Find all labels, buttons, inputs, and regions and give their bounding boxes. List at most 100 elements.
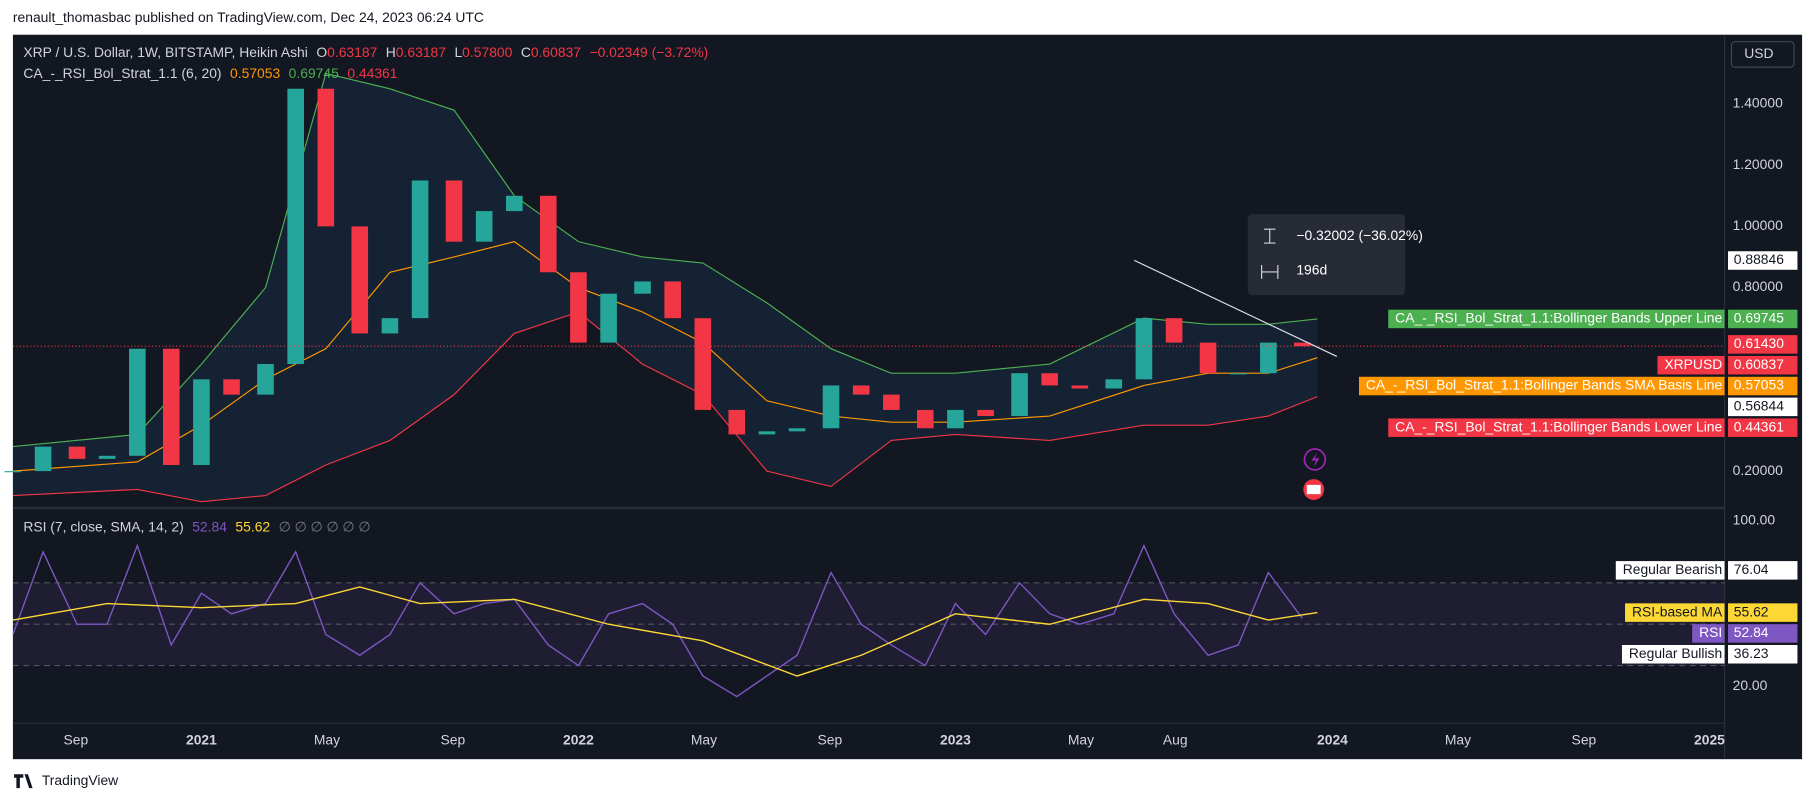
badge-value: 0.88846: [1734, 251, 1784, 267]
candle: [445, 180, 463, 242]
badge-value: 36.23: [1734, 645, 1769, 661]
badge-value: 76.04: [1734, 561, 1769, 577]
indicator-legend: CA_-_RSI_Bol_Strat_1.1 (6, 20) 0.57053 0…: [23, 65, 397, 81]
candle: [223, 379, 240, 395]
y-tick-label: 100.00: [1733, 511, 1776, 527]
event-icon-bolt: [1311, 452, 1320, 468]
rsi-empty-values: ∅ ∅ ∅ ∅ ∅ ∅: [279, 518, 371, 534]
candle: [129, 348, 146, 456]
candle: [570, 272, 587, 343]
measure-duration: 196d: [1296, 261, 1327, 277]
x-tick-label: May: [1445, 731, 1471, 747]
rsi-line: [12, 586, 1318, 677]
price-badge: 0.88846: [1728, 251, 1798, 270]
x-tick-label: Sep: [818, 731, 843, 747]
x-tick-label: 2023: [940, 731, 971, 747]
badge-name-background: [1388, 309, 1725, 329]
candle: [4, 471, 22, 473]
badge-value: 0.57053: [1734, 377, 1784, 393]
band-line: [12, 72, 1318, 448]
y-tick-label: 1.20000: [1733, 156, 1783, 172]
badge-name: CA_-_RSI_Bol_Strat_1.1:Bollinger Bands U…: [1395, 310, 1722, 326]
measure-box: [1247, 214, 1406, 296]
open-label: O: [316, 44, 327, 60]
chart-background: [12, 34, 1803, 760]
price-badge: XRPUSD 0.60837: [1657, 355, 1798, 375]
candle: [34, 446, 52, 472]
low-label: L: [454, 44, 462, 60]
candle: [1199, 342, 1217, 374]
badge-name-background: [1615, 561, 1725, 580]
x-tick-label: 2024: [1317, 731, 1348, 747]
y-tick-label: 0.80000: [1733, 278, 1783, 294]
candle: [193, 379, 210, 465]
badge-value-background: [1728, 644, 1798, 664]
rsi-value: 52.84: [192, 518, 227, 534]
candle: [694, 318, 712, 410]
badge-name: CA_-_RSI_Bol_Strat_1.1:Bollinger Bands S…: [1366, 377, 1723, 393]
rsi-name[interactable]: RSI (7, close, SMA, 14, 2): [23, 518, 183, 534]
currency[interactable]: USD: [1744, 45, 1773, 61]
x-tick-label: May: [314, 731, 340, 747]
candle: [1260, 342, 1277, 374]
open-value: 0.63187: [327, 44, 377, 60]
price-badge: CA_-_RSI_Bol_Strat_1.1:Bollinger Bands S…: [1358, 376, 1798, 396]
badge-name: Regular Bearish: [1623, 561, 1723, 577]
candle: [162, 348, 180, 465]
high-value: 0.63187: [396, 44, 446, 60]
flag-icon: [1306, 484, 1321, 495]
currency-button[interactable]: [1730, 41, 1795, 68]
symbol[interactable]: XRP / U.S. Dollar, 1W, BITSTAMP, Heikin …: [23, 44, 308, 60]
badge-value: 0.56844: [1734, 398, 1784, 414]
price-badge: RSI 52.84: [1692, 624, 1798, 643]
candle: [852, 385, 870, 395]
candle: [664, 281, 681, 319]
candle: [1105, 379, 1123, 389]
candle: [1229, 373, 1247, 375]
candle: [1135, 318, 1153, 380]
badge-name-background: [1358, 376, 1725, 396]
candle: [1071, 385, 1089, 389]
candle: [977, 409, 994, 417]
trend-line: [1134, 259, 1338, 357]
price-badge: RSI-based MA 55.62: [1625, 603, 1798, 622]
badge-name: RSI: [1699, 624, 1722, 640]
badge-value: 0.69745: [1734, 310, 1784, 326]
candle: [758, 431, 776, 435]
candle: [68, 446, 86, 459]
candle: [822, 385, 840, 429]
candle: [788, 428, 806, 432]
badge-value-background: [1728, 309, 1798, 329]
badge-value-background: [1728, 251, 1798, 270]
band-line: [12, 241, 1318, 472]
candle: [351, 226, 369, 334]
candle: [257, 364, 274, 395]
indicator-name[interactable]: CA_-_RSI_Bol_Strat_1.1 (6, 20): [23, 65, 221, 81]
indicator-lower-value: 0.44361: [347, 65, 397, 81]
badge-name-background: [1657, 355, 1725, 375]
x-tick-label: May: [691, 731, 717, 747]
candle: [883, 394, 900, 410]
price-badge: 0.56844: [1728, 398, 1798, 417]
badge-name-background: [1388, 418, 1725, 437]
badge-value: 52.84: [1734, 624, 1769, 640]
badge-name-background: [1625, 603, 1725, 622]
measure-change: −0.32002 (−36.02%): [1296, 227, 1423, 243]
price-badge: 0.61430: [1728, 335, 1798, 354]
footer-brand: TradingView: [42, 772, 119, 788]
candle: [317, 88, 335, 227]
badge-value: 0.44361: [1734, 418, 1784, 434]
candle: [1165, 318, 1183, 343]
badge-name: RSI-based MA: [1632, 603, 1723, 619]
band-line: [12, 311, 1318, 503]
badge-value-background: [1728, 624, 1798, 643]
badge-value-background: [1728, 355, 1798, 375]
candle: [506, 195, 523, 212]
rsi-line: [12, 543, 1303, 698]
x-tick-label: Sep: [441, 731, 466, 747]
candle: [98, 455, 116, 459]
candle: [287, 88, 304, 365]
publisher: renault_thomasbac published on TradingVi…: [13, 9, 484, 25]
candle: [539, 195, 557, 273]
